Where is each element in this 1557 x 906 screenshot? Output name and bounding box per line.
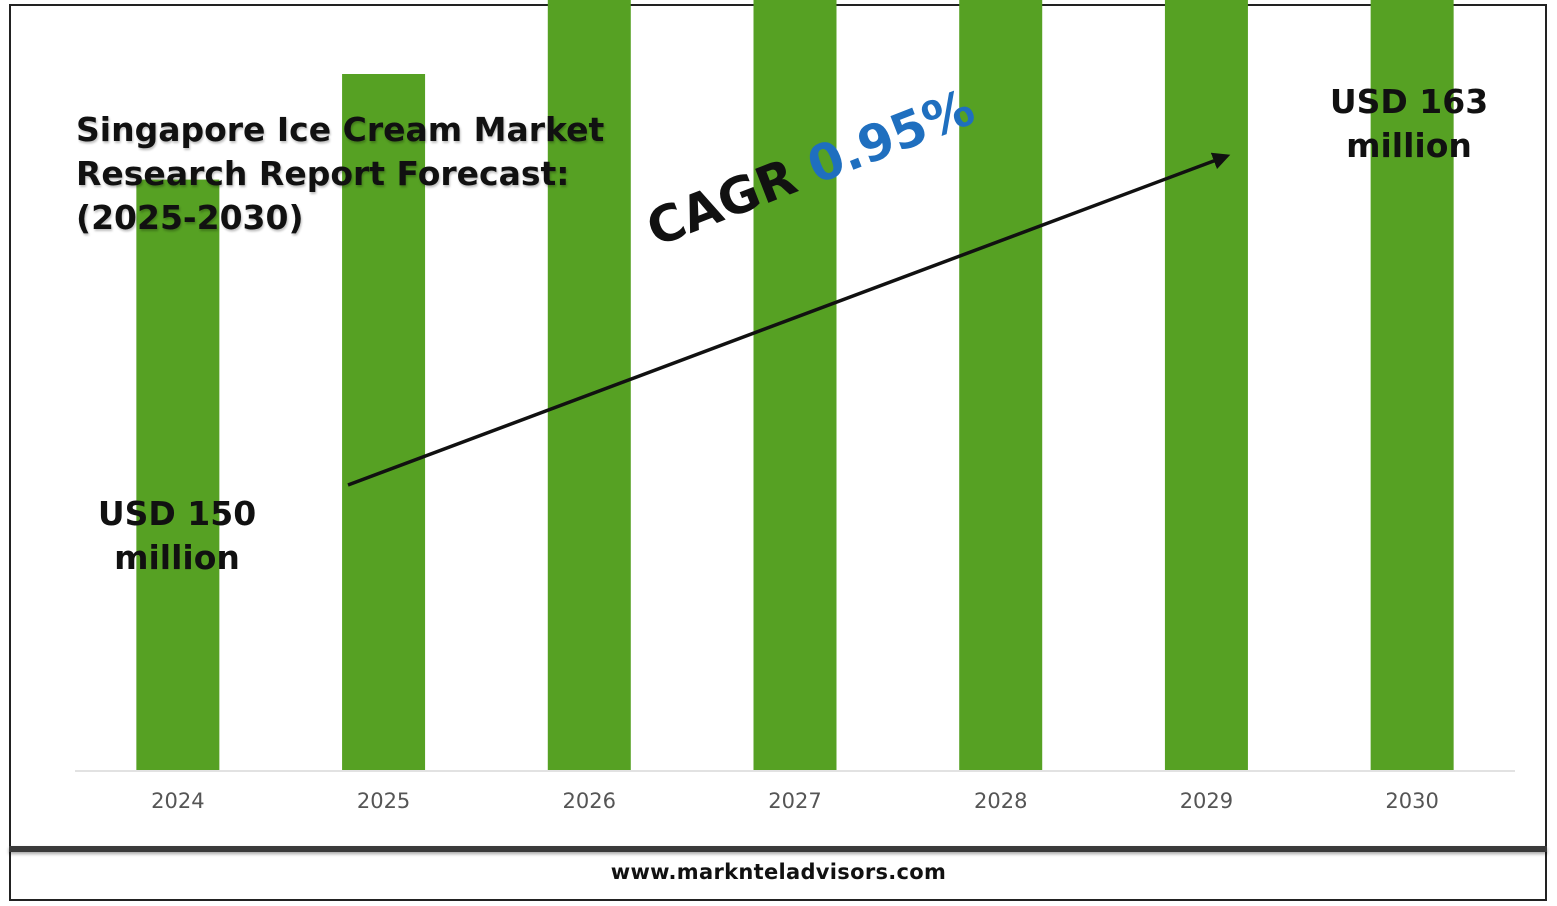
start-value-line-1: USD 150 (97, 494, 257, 533)
x-tick-labels: 2024 2025 2026 2027 2028 2029 2030 (151, 789, 1439, 813)
bar-2030 (1370, 0, 1454, 771)
x-tick-label-2028: 2028 (974, 789, 1027, 813)
start-value-label: USD 150 million (82, 492, 272, 580)
x-tick-label-2030: 2030 (1385, 789, 1438, 813)
footer-website: www.marknteladvisors.com (610, 860, 947, 884)
x-tick-label-2025: 2025 (357, 789, 410, 813)
bar-2027 (753, 0, 837, 771)
start-value-line-2: million (114, 538, 240, 577)
x-tick-label-2027: 2027 (768, 789, 821, 813)
x-tick-label-2024: 2024 (151, 789, 204, 813)
x-tick-label-2026: 2026 (563, 789, 616, 813)
end-value-line-2: million (1346, 126, 1472, 165)
end-value-label: USD 163 million (1314, 80, 1504, 168)
footer-divider (9, 846, 1547, 852)
bar-2029 (1164, 0, 1248, 770)
chart-title-line-1: Singapore Ice Cream Market (76, 110, 605, 149)
bars-group (136, 0, 1454, 771)
bar-2025 (342, 74, 426, 770)
bar-2028 (959, 0, 1043, 770)
trend-arrow (347, 152, 1231, 487)
x-tick-label-2029: 2029 (1180, 789, 1233, 813)
chart-title: Singapore Ice Cream Market Research Repo… (76, 108, 604, 240)
bar-2024 (136, 179, 220, 771)
chart-title-line-3: (2025-2030) (76, 198, 304, 237)
end-value-line-1: USD 163 (1329, 82, 1489, 121)
chart-title-line-2: Research Report Forecast: (76, 154, 570, 193)
